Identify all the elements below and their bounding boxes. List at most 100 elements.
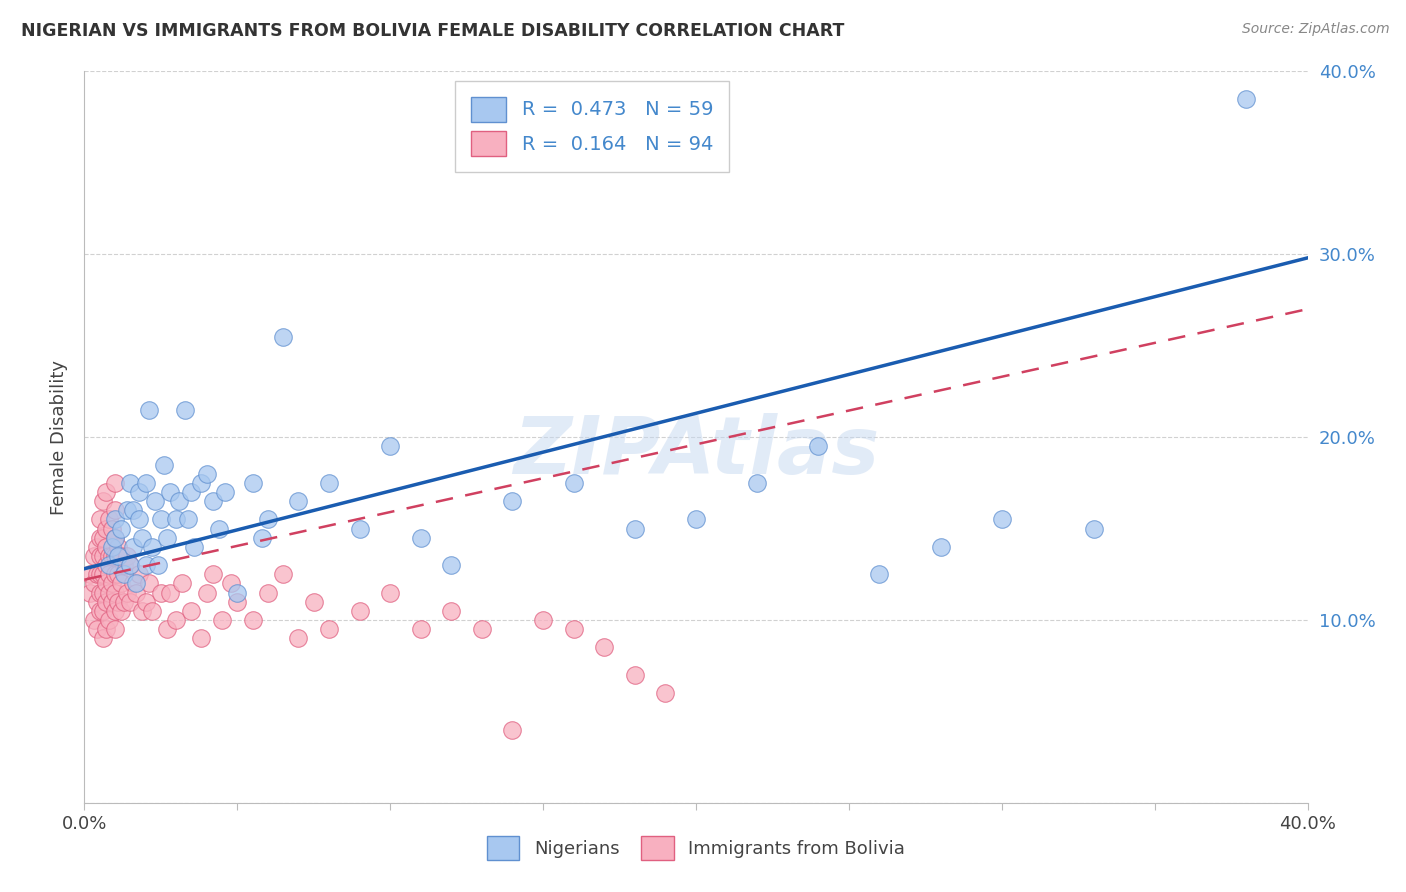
Point bbox=[104, 585, 127, 599]
Point bbox=[83, 613, 105, 627]
Point bbox=[226, 585, 249, 599]
Point bbox=[135, 475, 157, 490]
Point bbox=[869, 567, 891, 582]
Point bbox=[219, 576, 242, 591]
Point bbox=[131, 531, 153, 545]
Point bbox=[180, 604, 202, 618]
Point bbox=[146, 558, 169, 573]
Point bbox=[929, 540, 952, 554]
Point bbox=[115, 585, 138, 599]
Point bbox=[624, 667, 647, 681]
Point bbox=[112, 594, 135, 608]
Point bbox=[94, 540, 117, 554]
Point bbox=[104, 604, 127, 618]
Point bbox=[97, 585, 120, 599]
Point bbox=[183, 540, 205, 554]
Text: Source: ZipAtlas.com: Source: ZipAtlas.com bbox=[1241, 22, 1389, 37]
Point bbox=[110, 521, 132, 535]
Point bbox=[1083, 521, 1105, 535]
Point bbox=[89, 531, 111, 545]
Point bbox=[79, 585, 101, 599]
Point bbox=[208, 521, 231, 535]
Point bbox=[97, 512, 120, 526]
Point bbox=[112, 567, 135, 582]
Point bbox=[125, 576, 148, 591]
Point bbox=[190, 632, 212, 646]
Point bbox=[104, 531, 127, 545]
Point bbox=[91, 531, 114, 545]
Point bbox=[101, 540, 124, 554]
Point bbox=[89, 549, 111, 563]
Point bbox=[110, 549, 132, 563]
Point bbox=[1236, 92, 1258, 106]
Point bbox=[226, 594, 249, 608]
Point bbox=[167, 494, 190, 508]
Point bbox=[991, 512, 1014, 526]
Point bbox=[83, 549, 105, 563]
Point bbox=[195, 467, 218, 481]
Legend: Nigerians, Immigrants from Bolivia: Nigerians, Immigrants from Bolivia bbox=[479, 830, 912, 867]
Point bbox=[107, 567, 129, 582]
Point bbox=[624, 521, 647, 535]
Point bbox=[502, 723, 524, 737]
Point bbox=[271, 329, 294, 343]
Text: ZIPAtlas: ZIPAtlas bbox=[513, 413, 879, 491]
Point bbox=[89, 604, 111, 618]
Point bbox=[101, 549, 124, 563]
Point bbox=[86, 622, 108, 636]
Point bbox=[104, 531, 127, 545]
Point bbox=[349, 521, 371, 535]
Point bbox=[107, 540, 129, 554]
Point bbox=[141, 604, 163, 618]
Point bbox=[104, 622, 127, 636]
Point bbox=[201, 494, 224, 508]
Point bbox=[242, 475, 264, 490]
Point bbox=[747, 475, 769, 490]
Point bbox=[83, 576, 105, 591]
Point bbox=[165, 613, 187, 627]
Point bbox=[135, 594, 157, 608]
Point bbox=[159, 485, 181, 500]
Text: NIGERIAN VS IMMIGRANTS FROM BOLIVIA FEMALE DISABILITY CORRELATION CHART: NIGERIAN VS IMMIGRANTS FROM BOLIVIA FEMA… bbox=[21, 22, 845, 40]
Point bbox=[531, 613, 554, 627]
Point bbox=[349, 604, 371, 618]
Point bbox=[271, 567, 294, 582]
Point bbox=[120, 558, 142, 573]
Point bbox=[104, 567, 127, 582]
Point bbox=[654, 686, 676, 700]
Point bbox=[807, 439, 830, 453]
Point bbox=[122, 503, 145, 517]
Point bbox=[97, 549, 120, 563]
Point bbox=[180, 485, 202, 500]
Point bbox=[91, 567, 114, 582]
Point bbox=[104, 503, 127, 517]
Point bbox=[97, 558, 120, 573]
Point bbox=[471, 622, 494, 636]
Point bbox=[91, 604, 114, 618]
Point bbox=[104, 475, 127, 490]
Point bbox=[94, 485, 117, 500]
Point bbox=[91, 494, 114, 508]
Point bbox=[242, 613, 264, 627]
Point bbox=[97, 613, 120, 627]
Point bbox=[143, 494, 166, 508]
Point bbox=[562, 475, 585, 490]
Point bbox=[91, 585, 114, 599]
Point bbox=[107, 549, 129, 563]
Point bbox=[115, 549, 138, 563]
Point bbox=[122, 576, 145, 591]
Point bbox=[409, 531, 432, 545]
Point bbox=[149, 585, 172, 599]
Point bbox=[79, 567, 101, 582]
Point bbox=[302, 594, 325, 608]
Point bbox=[177, 512, 200, 526]
Y-axis label: Female Disability: Female Disability bbox=[51, 359, 69, 515]
Point bbox=[174, 402, 197, 417]
Point bbox=[250, 531, 273, 545]
Point bbox=[110, 576, 132, 591]
Point bbox=[138, 402, 160, 417]
Point bbox=[562, 622, 585, 636]
Point bbox=[440, 558, 463, 573]
Point bbox=[107, 594, 129, 608]
Point bbox=[89, 585, 111, 599]
